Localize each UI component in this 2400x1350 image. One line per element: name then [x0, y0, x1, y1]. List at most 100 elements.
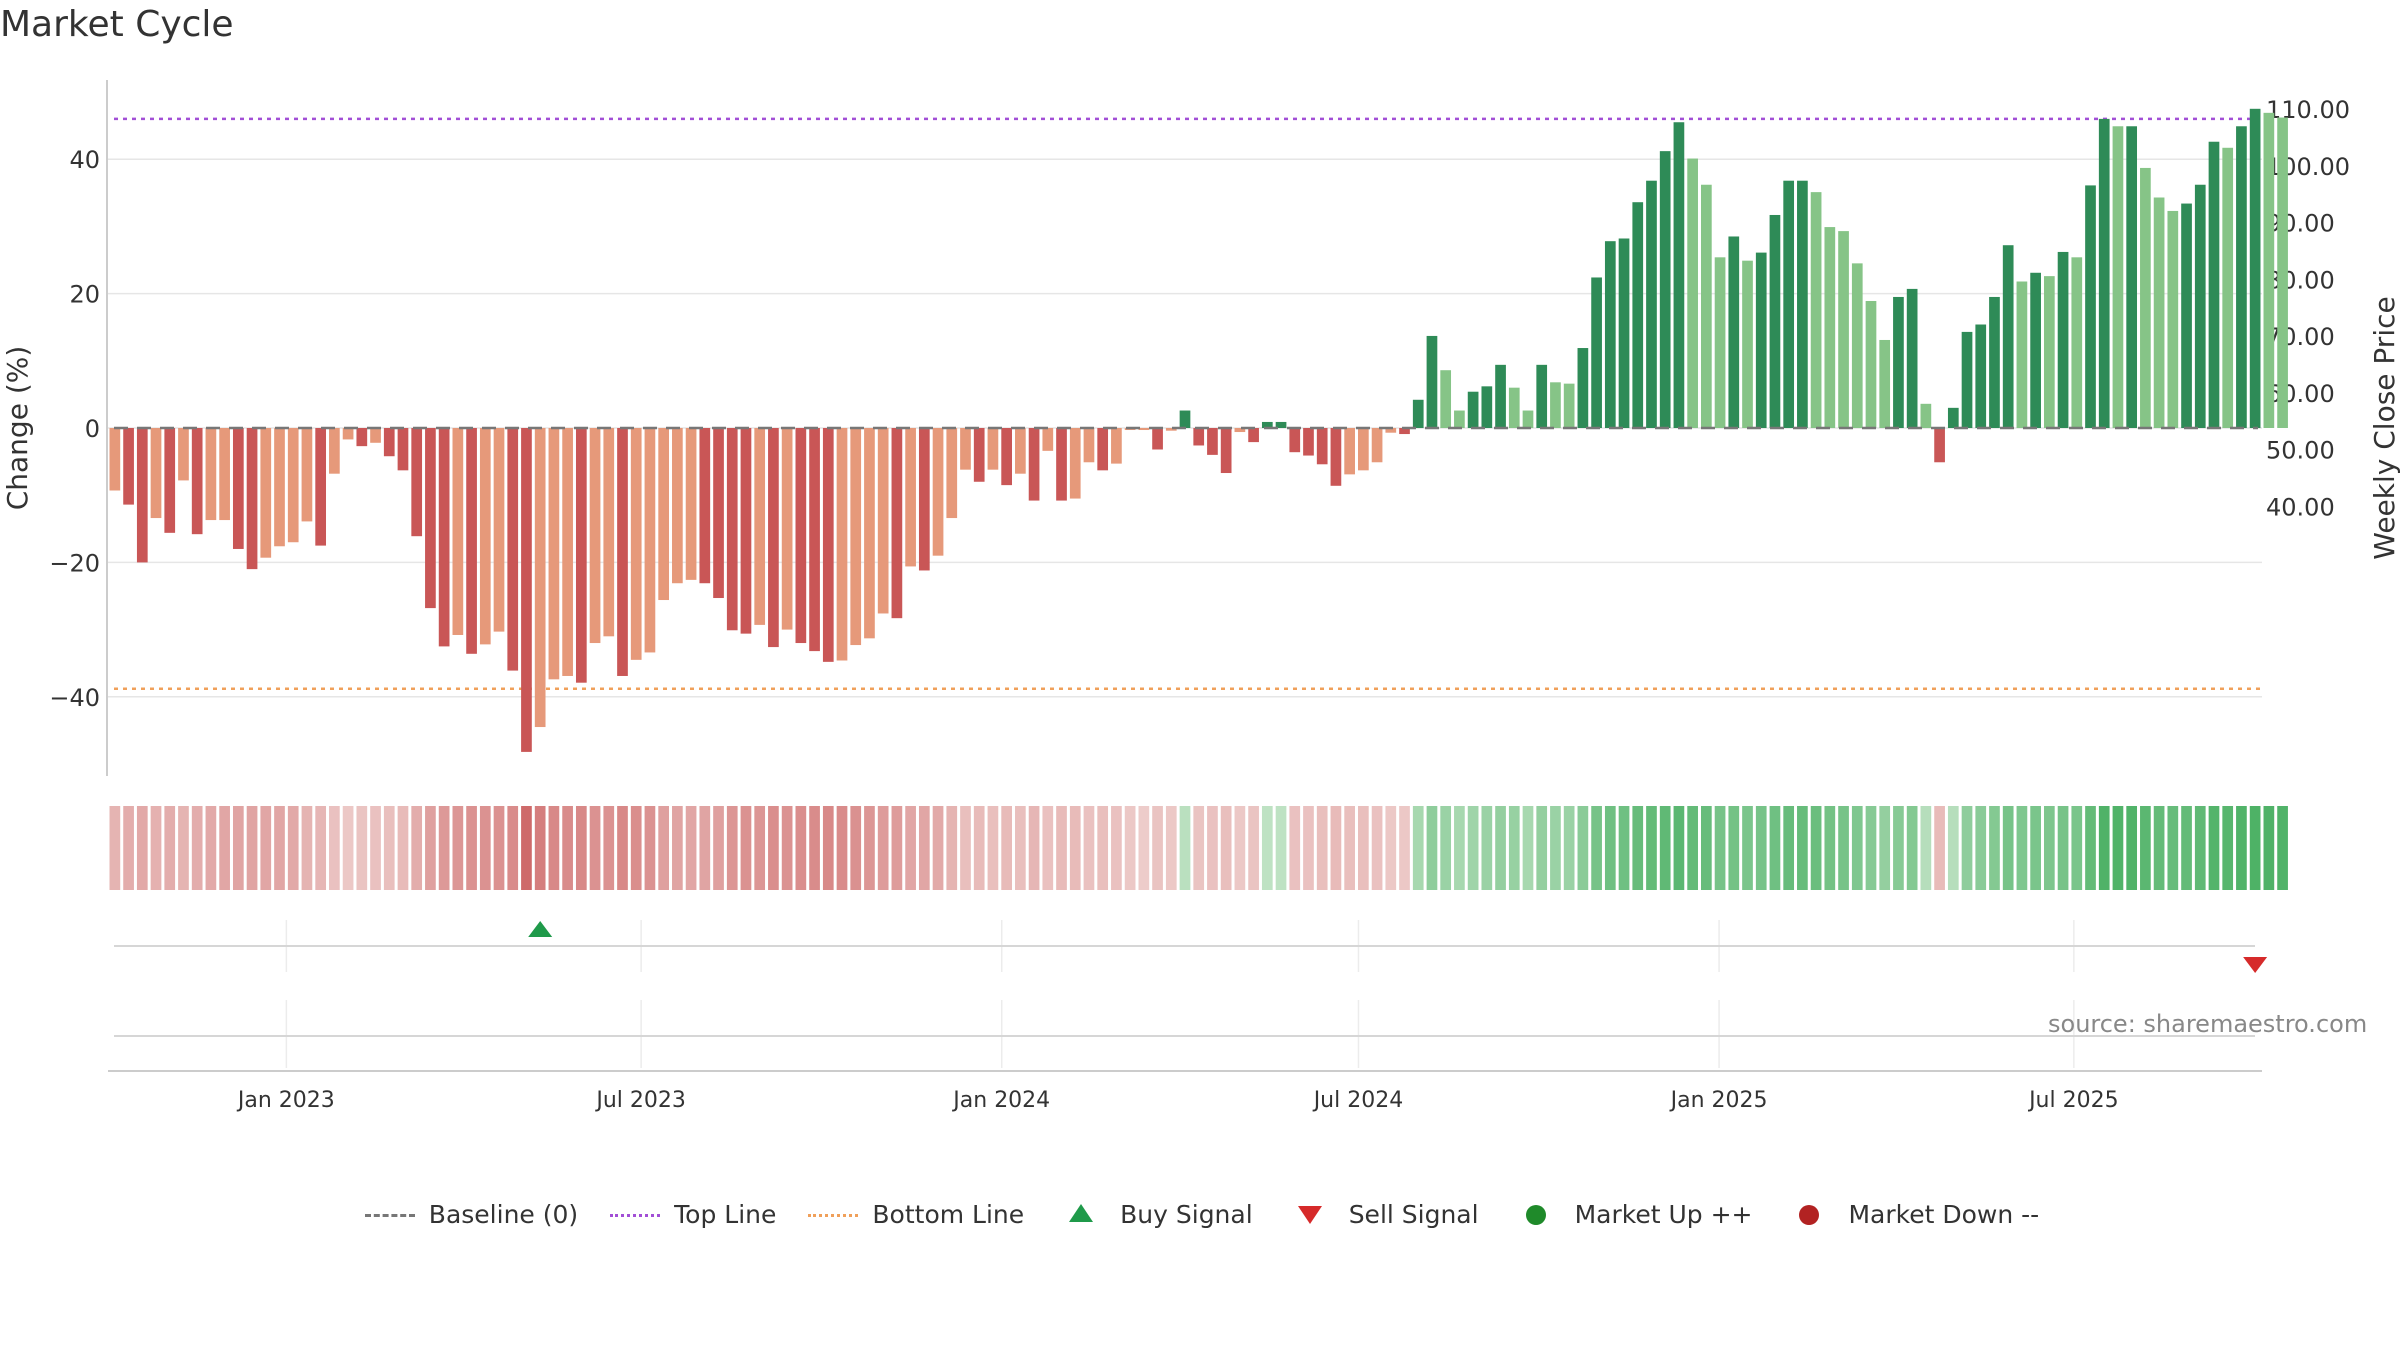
change-bar — [836, 428, 848, 661]
strength-cell — [1947, 806, 1959, 890]
change-bar — [1193, 428, 1205, 446]
strength-cell — [1097, 806, 1109, 890]
strength-cell — [370, 806, 381, 890]
change-bar — [1344, 428, 1355, 475]
strength-cell — [1083, 806, 1095, 890]
legend: Baseline (0) Top Line Bottom Line Buy Si… — [0, 1200, 2400, 1229]
strength-cell — [260, 806, 272, 890]
strength-cell — [1865, 806, 1877, 890]
strength-cell — [1303, 806, 1314, 890]
change-bar — [1632, 202, 1644, 428]
strength-cell — [1618, 806, 1630, 890]
strength-cell — [2085, 806, 2096, 890]
change-bar — [274, 428, 285, 547]
strength-cell — [1330, 806, 1342, 890]
baseline-line-icon — [361, 1202, 419, 1228]
change-bar — [1646, 180, 1657, 428]
strength-cell — [1838, 806, 1849, 890]
source-note: source: sharemaestro.com — [2048, 1010, 2368, 1038]
strength-cell — [2249, 806, 2261, 890]
change-bar — [630, 428, 642, 660]
change-bar — [973, 428, 985, 482]
change-bar — [1001, 428, 1012, 486]
strength-cell — [1687, 806, 1698, 890]
strength-cell — [1234, 806, 1246, 890]
strength-cell — [301, 806, 313, 890]
strength-cell — [1783, 806, 1795, 890]
strength-cell — [191, 806, 203, 890]
change-bar — [438, 428, 450, 647]
change-bar — [1289, 428, 1301, 453]
change-bar — [2263, 112, 2275, 428]
strength-cell — [1577, 806, 1589, 890]
change-bar — [1714, 257, 1726, 428]
strength-cell — [713, 806, 724, 890]
change-bar — [1467, 391, 1479, 428]
change-bar — [1481, 386, 1493, 428]
change-bar — [1316, 428, 1328, 465]
change-bar — [713, 428, 724, 599]
sell-signal-marker — [2243, 957, 2268, 973]
strength-cell — [2263, 806, 2275, 890]
strength-cell — [411, 806, 423, 890]
change-bar — [891, 428, 903, 619]
change-bar — [521, 428, 532, 752]
change-bar — [1755, 252, 1767, 428]
y-axis-left: −40 −20 0 20 40 — [49, 80, 108, 776]
strength-cell — [1797, 806, 1808, 890]
change-bar — [150, 428, 162, 519]
strength-cell — [1879, 806, 1891, 890]
strength-cell — [1028, 806, 1040, 890]
chart-title: Market Cycle — [0, 4, 234, 45]
change-bar — [1934, 428, 1945, 463]
change-bar — [1069, 428, 1081, 499]
strength-cell — [918, 806, 930, 890]
change-bar — [1083, 428, 1095, 463]
strength-cell — [1371, 806, 1383, 890]
x-tick-label: Jul 2025 — [2027, 1088, 2119, 1113]
strength-cell — [521, 806, 532, 890]
change-bar — [1275, 421, 1287, 428]
strength-cell — [685, 806, 697, 890]
strength-cell — [1111, 806, 1122, 890]
change-bar — [1220, 428, 1232, 474]
strength-cell — [425, 806, 436, 890]
strength-cell — [2098, 806, 2110, 890]
change-bar — [768, 428, 779, 648]
y2-tick-label: 80.00 — [2266, 266, 2335, 294]
strength-cell — [356, 806, 368, 890]
change-bar — [1179, 410, 1191, 428]
strength-cell — [1179, 806, 1191, 890]
change-bar — [1742, 260, 1753, 428]
strength-cell — [2208, 806, 2220, 890]
strength-cell — [315, 806, 327, 890]
change-bar — [795, 428, 807, 644]
change-bar — [562, 428, 573, 676]
strength-cell — [1248, 806, 1259, 890]
market-strength-strip — [109, 806, 2288, 890]
change-bar — [699, 428, 711, 584]
change-bar — [2277, 117, 2288, 428]
strength-cell — [1961, 806, 1973, 890]
change-bar — [246, 428, 258, 570]
change-bar — [617, 428, 628, 676]
y-tick-label: −40 — [49, 684, 100, 712]
change-bar — [1989, 296, 2000, 428]
change-bar — [479, 428, 491, 645]
strength-cell — [836, 806, 848, 890]
change-bar — [548, 428, 560, 680]
buy-signal-marker — [528, 921, 553, 937]
strength-cell — [1261, 806, 1273, 890]
strength-cell — [1207, 806, 1218, 890]
strength-cell — [575, 806, 587, 890]
change-bar — [822, 428, 834, 662]
legend-label-baseline: Baseline (0) — [428, 1200, 579, 1229]
strength-cell — [1659, 806, 1671, 890]
strength-cell — [809, 806, 820, 890]
signal-panel — [114, 920, 2268, 973]
legend-label-buy-signal: Buy Signal — [1120, 1200, 1253, 1229]
strength-cell — [150, 806, 162, 890]
strength-cell — [1399, 806, 1410, 890]
y-axis-label-left: Change (%) — [1, 346, 34, 511]
bottom-line-icon — [804, 1202, 862, 1228]
